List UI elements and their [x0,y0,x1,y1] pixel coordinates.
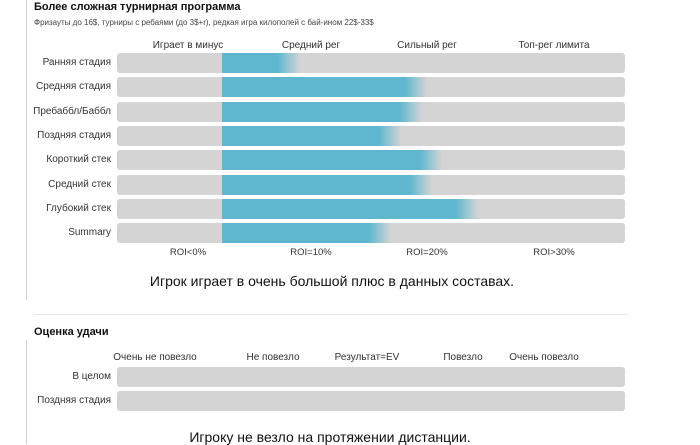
program-row-track [117,198,625,219]
roi-label: ROI=20% [406,247,448,258]
program-row-label: Поздняя стадия [37,129,111,141]
program-column-header: Сильный рег [397,40,457,51]
program-row-fill [222,77,427,98]
program-row-label: Ранняя стадия [42,57,111,68]
program-row-label: Средняя стадия [36,81,111,93]
program-row-label: Пребаббл/Баббл [33,105,111,117]
left-border-bottom [26,340,27,444]
program-row-fill [222,125,402,146]
roi-label: ROI<0% [169,247,207,258]
program-column-header: Играет в минус [152,40,224,51]
program-row-fill [222,53,300,73]
luck-title: Оценка удачи [34,326,109,338]
program-subtitle: Фризауты до 16$, турниры с ребаями (до 3… [34,18,374,27]
section-divider [34,314,628,315]
luck-row-track [117,391,625,411]
luck-column-header: Не повезло [246,352,300,363]
program-column-header: Средний рег [281,40,341,51]
program-row-label: Средний стек [48,178,111,190]
luck-row-track [117,367,625,387]
program-row-track [117,223,625,244]
program-row-fill [222,101,422,122]
roi-label: ROI>30% [533,247,575,258]
program-row-fill [222,223,392,244]
luck-row-label: В целом [72,371,111,382]
luck-column-header: Результат=EV [334,352,400,363]
program-row-label: Summary [68,227,111,239]
program-row-fill [222,150,443,171]
luck-conclusion: Игроку не везло на протяжении дистанции. [189,429,471,445]
program-row-track [117,125,625,146]
roi-label: ROI=10% [290,247,332,258]
luck-column-header: Очень не повезло [113,352,197,363]
program-row-track [117,150,625,171]
program-row-label: Короткий стек [46,154,111,166]
program-title: Более сложная турнирная программа [34,1,241,13]
luck-column-header: Повезло [443,352,483,363]
luck-column-header: Очень повезло [509,352,579,363]
program-row-track [117,53,625,73]
program-conclusion: Игрок играет в очень большой плюс в данн… [149,273,515,289]
program-row-fill [222,174,432,195]
luck-row-label: Поздняя стадия [37,395,111,406]
program-row-label: Глубокий стек [46,202,111,214]
program-row-track [117,101,625,122]
left-border-top [26,0,27,300]
program-row-fill [222,198,478,219]
program-row-track [117,174,625,195]
program-column-header: Топ-рег лимита [518,40,590,51]
program-row-track [117,77,625,98]
